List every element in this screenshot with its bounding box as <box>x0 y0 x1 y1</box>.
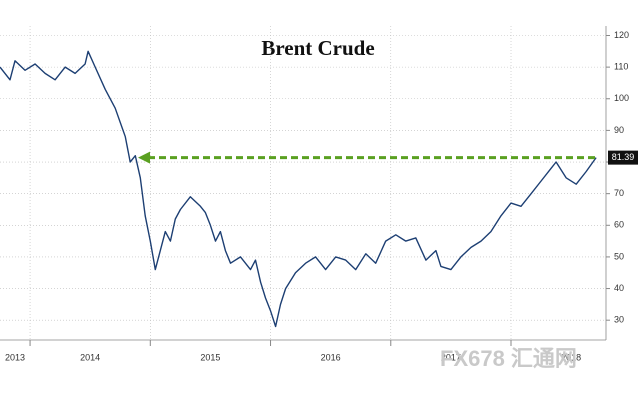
y-tick-label: 70 <box>614 188 624 198</box>
x-tick-label: 2018 <box>561 352 581 362</box>
y-tick-label: 100 <box>614 93 629 103</box>
chart-title: Brent Crude <box>261 36 374 60</box>
watermark: FX678 汇通网 <box>440 346 577 371</box>
y-tick-label: 120 <box>614 30 629 40</box>
last-value-box <box>608 150 638 165</box>
x-tick-label: 2013 <box>5 352 25 362</box>
x-tick-label: 2014 <box>80 352 100 362</box>
last-value-label: 81.39 <box>612 152 635 162</box>
y-tick-label: 50 <box>614 251 624 261</box>
y-tick-label: 40 <box>614 283 624 293</box>
price-line <box>0 50 597 328</box>
x-tick-label: 2016 <box>321 352 341 362</box>
y-tick-label: 90 <box>614 125 624 135</box>
y-tick-label: 60 <box>614 220 624 230</box>
arrow-head <box>138 151 150 164</box>
x-tick-label: 2015 <box>200 352 220 362</box>
y-tick-label: 110 <box>614 61 628 71</box>
y-tick-label: 30 <box>614 315 624 325</box>
x-tick-label: 2017 <box>441 352 461 362</box>
